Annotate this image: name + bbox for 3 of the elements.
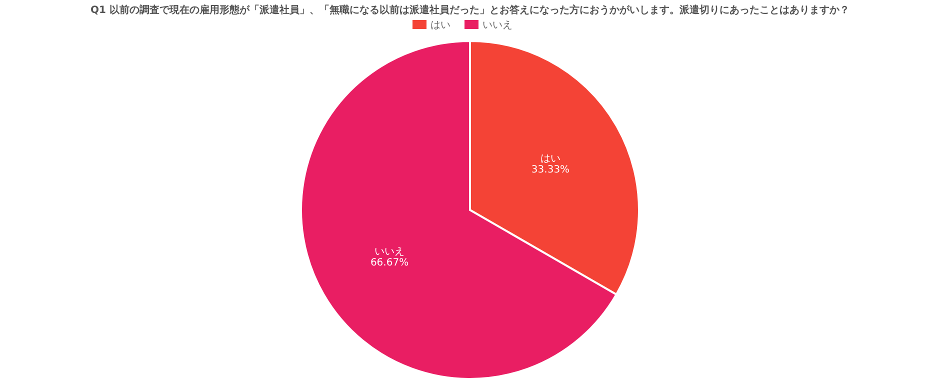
title: Q1 以前の調査で現在の雇用形態が「派遣社員」、「無職になる以前は派遣社員だった」とお答えになった方におうかがいします。派遣切りにあったことはありますか？ — [90, 5, 850, 16]
legend-label: いいえ — [482, 20, 512, 31]
legend-label: はい — [430, 20, 450, 31]
